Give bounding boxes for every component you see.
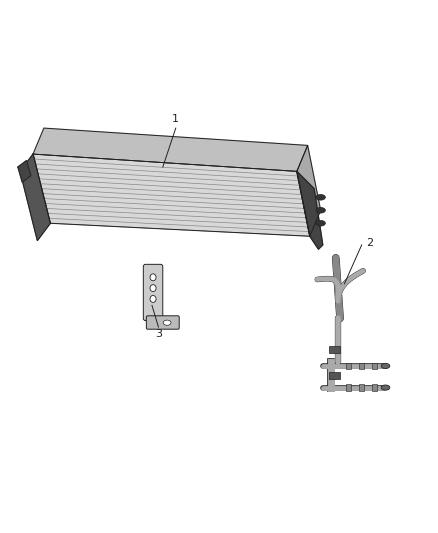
Bar xyxy=(372,362,377,369)
Polygon shape xyxy=(297,172,323,249)
Polygon shape xyxy=(20,154,50,240)
Bar xyxy=(346,384,351,391)
Bar xyxy=(359,384,364,391)
Bar xyxy=(329,346,340,353)
Ellipse shape xyxy=(381,385,390,390)
FancyBboxPatch shape xyxy=(146,316,179,329)
Text: 2: 2 xyxy=(366,238,373,248)
Polygon shape xyxy=(33,128,307,172)
Ellipse shape xyxy=(150,295,156,302)
Polygon shape xyxy=(33,154,310,236)
Ellipse shape xyxy=(316,195,325,200)
Text: 3: 3 xyxy=(155,329,162,339)
Ellipse shape xyxy=(163,320,171,325)
Ellipse shape xyxy=(316,207,325,213)
Ellipse shape xyxy=(150,285,156,292)
Ellipse shape xyxy=(381,364,390,368)
Bar xyxy=(329,372,340,379)
Ellipse shape xyxy=(316,221,325,226)
FancyBboxPatch shape xyxy=(143,264,163,320)
Bar xyxy=(359,362,364,369)
Bar xyxy=(372,384,377,391)
Ellipse shape xyxy=(150,274,156,281)
Polygon shape xyxy=(18,160,31,182)
Polygon shape xyxy=(297,146,321,236)
Bar xyxy=(346,362,351,369)
Text: 1: 1 xyxy=(172,114,179,124)
